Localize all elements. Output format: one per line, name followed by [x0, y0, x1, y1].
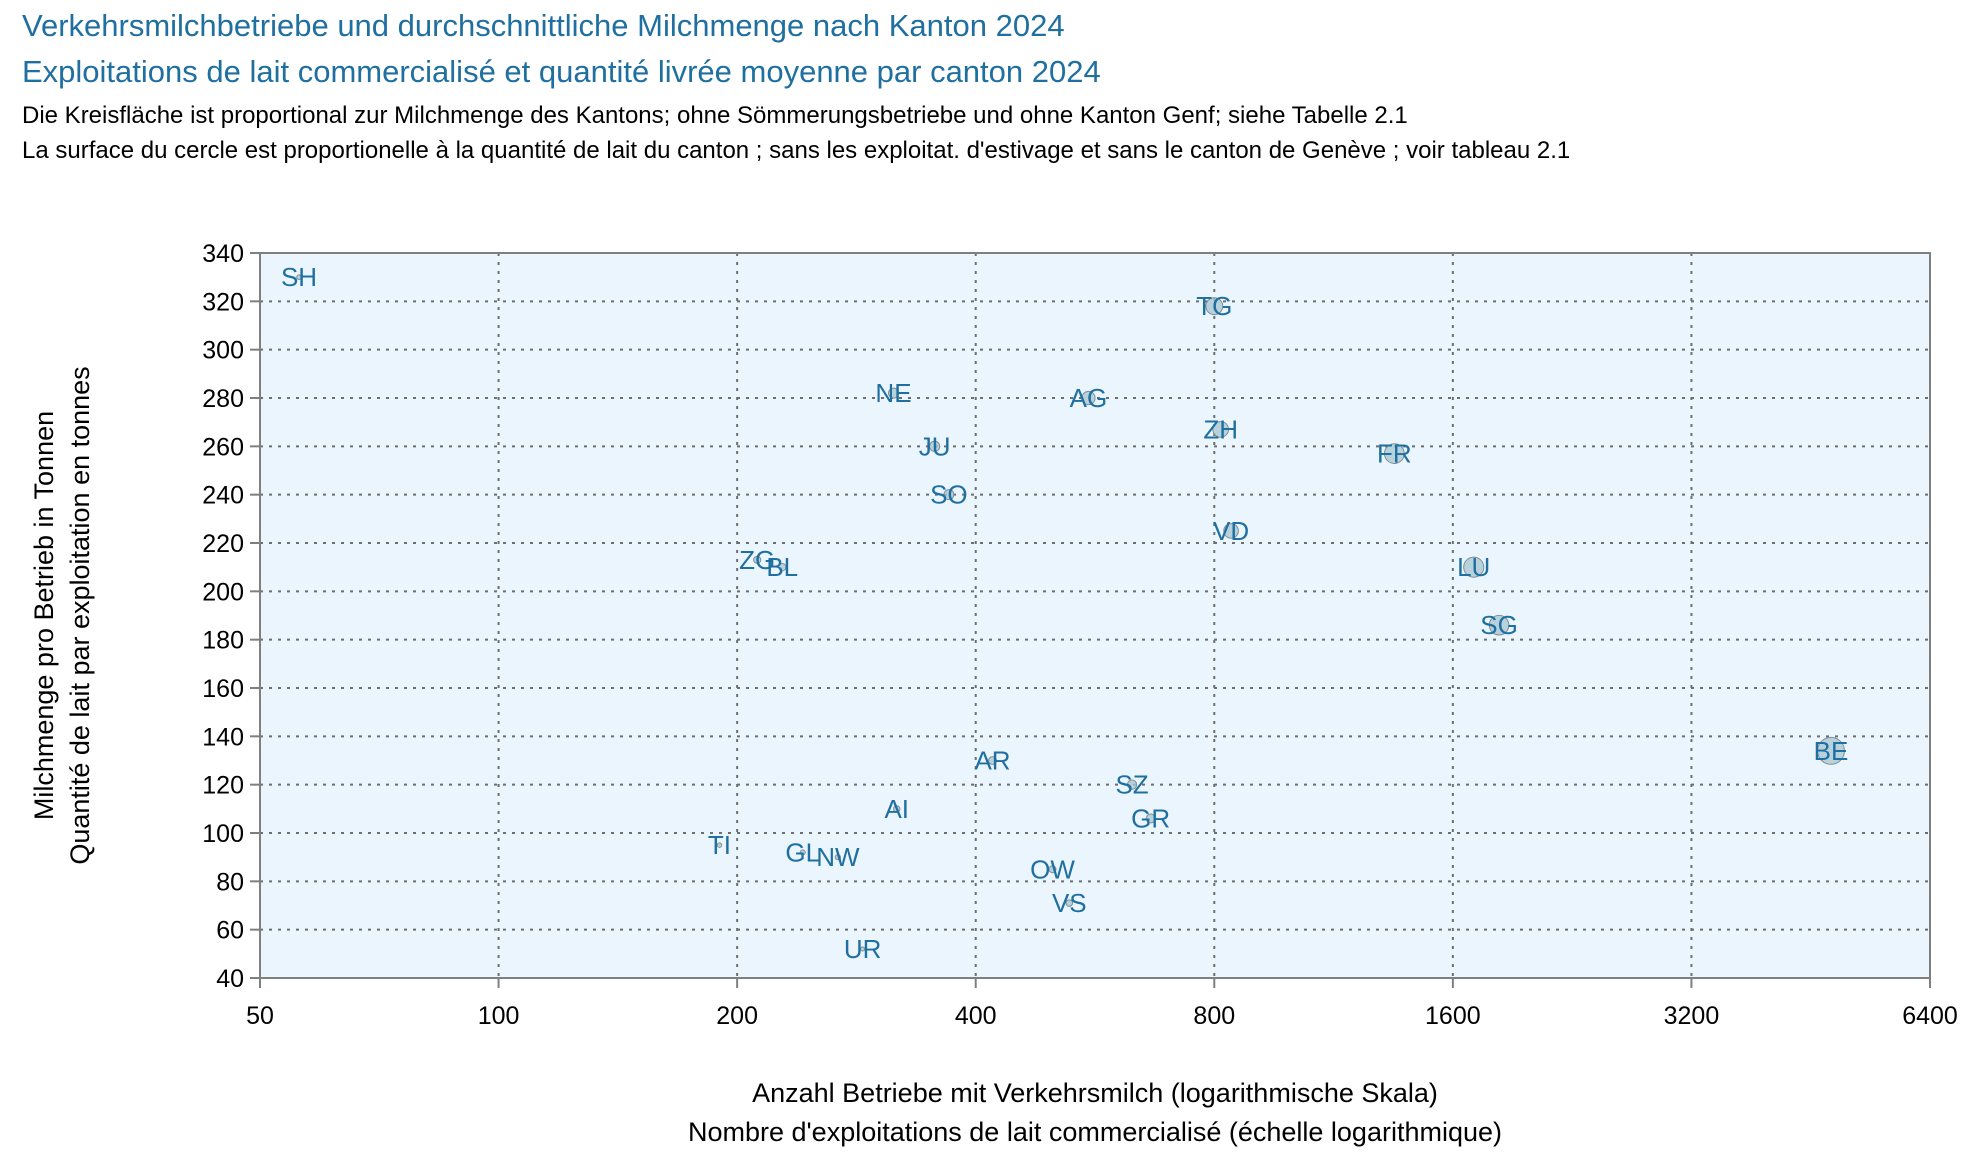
bubble-fr [1383, 443, 1405, 464]
bubble-sh [296, 274, 302, 280]
x-tick-label: 1600 [1425, 1002, 1481, 1030]
bubble-label-ar: AR [974, 746, 1010, 776]
bubble-label-so: SO [930, 480, 968, 510]
chart-subtitle-de: Die Kreisfläche ist proportional zur Mil… [22, 102, 1408, 129]
bubble-label-ai: AI [884, 794, 909, 824]
y-axis-label-fr: Quantité de lait par exploitation en ton… [65, 366, 95, 864]
x-tick-label: 200 [716, 1002, 758, 1030]
bubble-gl [799, 849, 806, 856]
bubble-ti [716, 842, 723, 848]
bubble-label-sz: SZ [1115, 770, 1148, 800]
y-tick-label: 180 [202, 627, 244, 655]
bubble-so [943, 489, 955, 501]
bubble-label-tg: TG [1196, 291, 1232, 321]
x-axis-label-fr: Nombre d'exploitations de lait commercia… [688, 1117, 1502, 1147]
bubble-label-zh: ZH [1203, 414, 1238, 444]
bubbles [296, 274, 1845, 952]
bubble-lu [1463, 556, 1485, 578]
y-tick-label: 100 [202, 820, 244, 848]
bubble-label-gl: GL [785, 837, 820, 867]
chart-title-de: Verkehrsmilchbetriebe und durchschnittli… [22, 8, 1065, 43]
bubble-vd [1223, 523, 1239, 539]
y-tick-label: 280 [202, 385, 244, 413]
grid-lines [260, 252, 1930, 978]
bubble-bl [778, 562, 787, 572]
y-tick-label: 40 [216, 965, 244, 993]
x-axis-label-de: Anzahl Betriebe mit Verkehrsmilch (logar… [752, 1078, 1438, 1108]
y-tick-label: 160 [202, 675, 244, 703]
bubble-label-zg: ZG [739, 545, 775, 575]
y-tick-label: 60 [216, 917, 244, 945]
bubble-ar [988, 756, 997, 765]
x-tick-label: 100 [478, 1002, 520, 1030]
bubble-label-ur: UR [844, 934, 882, 964]
y-tick-label: 200 [202, 578, 244, 606]
bubble-sg [1488, 614, 1510, 636]
y-tick-label: 120 [202, 772, 244, 800]
bubble-sz [1126, 779, 1138, 790]
y-axis-label-de: Milchmenge pro Betrieb in Tonnen [29, 411, 59, 820]
bubble-ow [1048, 865, 1057, 874]
bubble-zh [1212, 421, 1230, 438]
bubble-label-ti: TI [708, 830, 731, 860]
bubble-label-ju: JU [919, 431, 951, 461]
y-tick-label: 320 [202, 288, 244, 316]
y-tick-label: 340 [202, 240, 244, 268]
bubble-label-nw: NW [816, 842, 860, 872]
bubble-nw [834, 854, 841, 861]
bubble-ur [860, 946, 866, 952]
bubble-label-be: BE [1814, 736, 1849, 766]
bubble-ju [929, 440, 941, 452]
bubble-label-sg: SG [1480, 610, 1518, 640]
y-tick-label: 80 [216, 868, 244, 896]
bubble-gr [1145, 813, 1156, 824]
x-tick-label: 400 [955, 1002, 997, 1030]
bubble-label-bl: BL [766, 552, 798, 582]
bubble-label-lu: LU [1457, 552, 1490, 582]
bubble-vs [1065, 899, 1074, 907]
bubble-zg [753, 555, 762, 564]
x-tick-label: 800 [1193, 1002, 1235, 1030]
y-tick-label: 260 [202, 433, 244, 461]
chart-subtitle-fr: La surface du cercle est proportionelle … [22, 137, 1571, 164]
bubble-label-vs: VS [1052, 888, 1087, 918]
bubble-label-ne: NE [875, 378, 911, 408]
x-tick-label: 50 [246, 1002, 274, 1030]
bubble-label-fr: FR [1377, 439, 1412, 469]
x-tick-label: 3200 [1664, 1002, 1720, 1030]
x-axis-ticks: 50 100 200 400 800 1600 3200 6400 [246, 978, 1958, 1030]
bubble-tg [1205, 297, 1224, 316]
chart-title-fr: Exploitations de lait commercialisé et q… [22, 54, 1101, 89]
bubble-ai [893, 805, 901, 813]
bubble-label-sh: SH [281, 262, 317, 292]
bubble-ne [887, 387, 899, 399]
bubble-label-vd: VD [1213, 516, 1249, 546]
y-tick-label: 140 [202, 723, 244, 751]
bubble-label-gr: GR [1131, 804, 1170, 834]
bubble-label-ow: OW [1030, 854, 1075, 884]
bubble-be [1817, 736, 1845, 765]
bubble-ag [1081, 390, 1096, 406]
y-tick-label: 220 [202, 530, 244, 558]
plot-frame [259, 252, 1931, 979]
y-tick-label: 240 [202, 482, 244, 510]
y-tick-label: 300 [202, 337, 244, 365]
x-tick-label: 6400 [1902, 1002, 1958, 1030]
plot-area [260, 253, 1930, 978]
y-axis-ticks: 40 60 80 100 120 140 160 180 200 220 240 260 280 300 3… [202, 240, 260, 993]
bubble-label-ag: AG [1070, 383, 1108, 413]
